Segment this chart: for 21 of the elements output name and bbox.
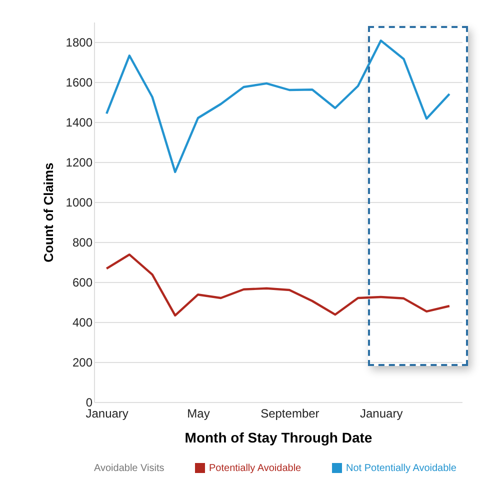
x-tick-label: September [260, 406, 320, 420]
y-tick-label: 1200 [66, 156, 93, 170]
y-tick-label: 1800 [66, 36, 93, 50]
legend-label: Not Potentially Avoidable [346, 463, 457, 474]
y-tick-label: 1400 [66, 116, 93, 130]
y-tick-label: 1000 [66, 196, 93, 210]
line-series [105, 254, 451, 316]
y-tick-label: 800 [72, 236, 93, 250]
y-tick-label: 400 [72, 316, 93, 330]
x-tick-label: May [187, 406, 210, 420]
y-tick-label: 0 [86, 396, 93, 410]
legend-label: Potentially Avoidable [209, 463, 302, 474]
y-tick-label: 1600 [66, 76, 93, 90]
x-axis-title: Month of Stay Through Date [184, 430, 372, 446]
x-tick-label: January [86, 406, 128, 420]
legend-title: Avoidable Visits [94, 463, 164, 474]
x-tick-label: January [360, 406, 403, 420]
y-axis-title: Count of Claims [40, 162, 56, 262]
y-tick-label: 200 [72, 356, 93, 370]
y-tick-label: 600 [72, 276, 93, 290]
line-series [105, 40, 451, 174]
